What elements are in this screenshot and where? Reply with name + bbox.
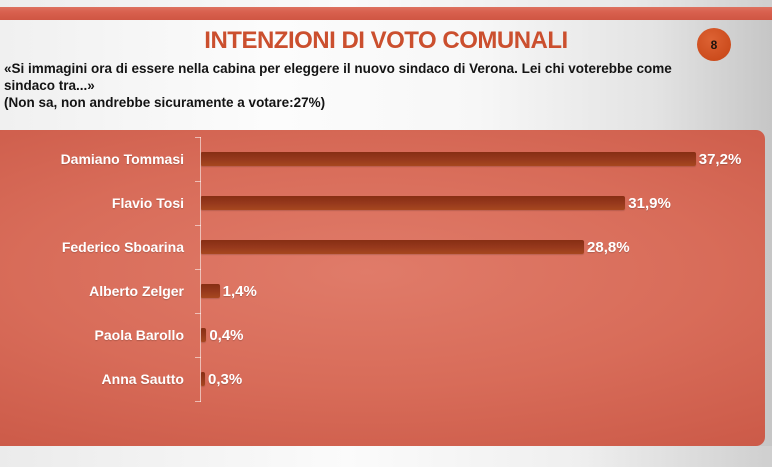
bar-value: 28,8% [587, 238, 630, 256]
bar-value: 0,4% [209, 326, 244, 344]
chart-row: Paola Barollo 0,4% [0, 313, 765, 357]
category-label: Flavio Tosi [111, 195, 184, 211]
bar-value: 37,2% [698, 150, 742, 168]
bar-track: 28,8% [193, 239, 765, 256]
page-number: 8 [710, 37, 718, 52]
page-title: INTENZIONI DI VOTO COMUNALI [204, 27, 568, 54]
bar-track: 37,2% [193, 151, 765, 168]
bar [201, 372, 205, 386]
bar-track: 1,4% [193, 283, 765, 300]
bar [201, 152, 696, 166]
bar-value: 1,4% [222, 282, 257, 300]
category-label: Damiano Tommasi [60, 151, 184, 167]
bar-chart-panel: Damiano Tommasi 37,2% Flavio Tosi 31,9% … [0, 130, 765, 446]
survey-question: «Si immagini ora di essere nella cabina … [4, 61, 672, 93]
category-label: Alberto Zelger [89, 283, 184, 299]
category-label: Federico Sboarina [61, 239, 184, 255]
bar [201, 284, 220, 298]
top-edge-strip [0, 0, 772, 7]
chart-row: Federico Sboarina 28,8% [0, 225, 765, 269]
bar-track: 0,4% [193, 327, 765, 344]
bar-value: 31,9% [628, 194, 671, 212]
chart-row: Flavio Tosi 31,9% [0, 181, 765, 225]
category-label: Anna Sautto [101, 371, 184, 387]
chart-row: Alberto Zelger 1,4% [0, 269, 765, 313]
bar [201, 196, 626, 210]
survey-question-block: «Si immagini ora di essere nella cabina … [4, 61, 710, 112]
header-accent-band [0, 7, 772, 20]
bar-track: 0,3% [193, 371, 765, 388]
bar-track: 31,9% [193, 195, 765, 212]
category-label: Paola Barollo [94, 327, 184, 343]
y-axis-line [195, 137, 201, 402]
chart-row: Damiano Tommasi 37,2% [0, 137, 765, 181]
bar [201, 328, 207, 342]
bar-value: 0,3% [207, 370, 243, 388]
page-number-badge: 8 [697, 28, 731, 61]
bottom-edge-strip [0, 446, 772, 467]
chart-row: Anna Sautto 0,3% [0, 357, 765, 401]
survey-note: (Non sa, non andrebbe sicuramente a vota… [4, 95, 326, 110]
bar [201, 240, 585, 254]
chart-rows: Damiano Tommasi 37,2% Flavio Tosi 31,9% … [0, 137, 765, 401]
